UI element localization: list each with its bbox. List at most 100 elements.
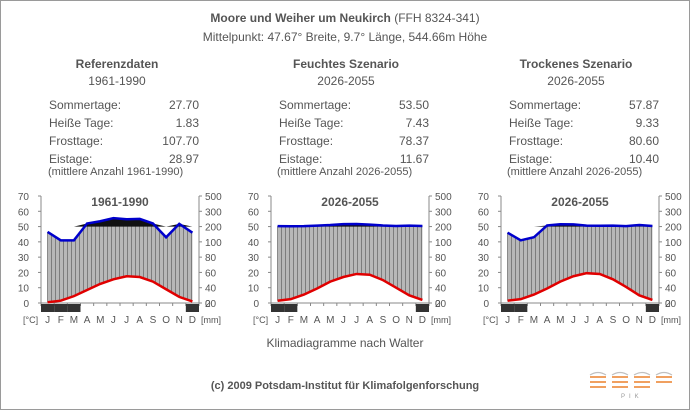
right-tick-label: 200 <box>205 223 222 234</box>
right-tick-label: 0 <box>665 299 671 310</box>
left-tick-label: 20 <box>248 268 260 279</box>
month-label: N <box>176 315 183 326</box>
month-label: O <box>162 315 170 326</box>
right-tick-label: 200 <box>435 223 452 234</box>
stat-value: 9.33 <box>635 116 659 130</box>
right-tick-label: 300 <box>665 207 682 218</box>
stat-label: Frosttage: <box>49 134 104 148</box>
stat-row: Eistage: 11.67 <box>279 150 429 168</box>
stat-label: Eistage: <box>279 152 323 166</box>
right-tick-label: 40 <box>435 284 447 295</box>
frost-bar <box>284 304 298 312</box>
stat-value: 11.67 <box>399 152 429 166</box>
month-label: J <box>571 315 576 326</box>
frost-bar <box>54 304 68 312</box>
panel-3-period: 2026-2055 <box>547 74 605 88</box>
month-label: J <box>124 315 129 326</box>
month-label: A <box>136 315 143 326</box>
right-tick-label: 300 <box>205 207 222 218</box>
temperature-line <box>47 274 193 304</box>
stat-row: Frosttage: 78.37 <box>279 132 429 150</box>
right-tick-label: 40 <box>205 284 217 295</box>
pik-logo-icon <box>589 371 673 388</box>
left-tick-label: 60 <box>18 207 30 218</box>
stat-label: Sommertage: <box>279 98 352 112</box>
month-label: S <box>150 315 157 326</box>
month-label: J <box>275 315 280 326</box>
month-label: D <box>419 315 426 326</box>
stat-value: 53.50 <box>398 98 429 112</box>
right-tick-label: 20 <box>435 299 447 310</box>
left-unit-label: [°C] <box>23 315 38 325</box>
copyright: (c) 2009 Potsdam-Institut für Klimafolge… <box>210 380 480 392</box>
figure-subtitle: Mittelpunkt: 47.67° Breite, 9.7° Länge, … <box>202 30 488 44</box>
right-tick-label: 40 <box>665 284 677 295</box>
stat-row: Frosttage: 80.60 <box>509 132 659 150</box>
left-tick-label: 70 <box>248 192 260 203</box>
panel-2-note: (mittlere Anzahl 2026-2055) <box>277 166 413 178</box>
right-unit-label: [mm] <box>661 315 681 325</box>
panel-2-title: Feuchtes Szenario <box>292 57 400 71</box>
precipitation-line <box>277 222 423 228</box>
right-tick-label: 60 <box>205 268 217 279</box>
stat-value: 27.70 <box>168 98 199 112</box>
month-label: M <box>96 315 104 326</box>
panel-1-period: 1961-1990 <box>88 74 146 88</box>
left-unit-label: [°C] <box>483 315 498 325</box>
month-label: J <box>584 315 589 326</box>
month-label: J <box>111 315 116 326</box>
stat-label: Heiße Tage: <box>509 116 574 130</box>
month-label: J <box>45 315 50 326</box>
month-label: S <box>380 315 387 326</box>
panel-1-stats: Sommertage: 27.70 Heiße Tage: 1.83 Frostta… <box>49 96 199 168</box>
stat-row: Frosttage: 107.70 <box>49 132 199 150</box>
left-tick-label: 30 <box>248 253 260 264</box>
stat-value: 57.87 <box>628 98 659 112</box>
stat-label: Heiße Tage: <box>49 116 114 130</box>
left-tick-label: 10 <box>478 284 490 295</box>
left-tick-label: 60 <box>478 207 490 218</box>
left-tick-label: 50 <box>478 223 490 234</box>
month-label: J <box>354 315 359 326</box>
month-label: F <box>58 315 64 326</box>
left-tick-label: 30 <box>18 253 30 264</box>
left-tick-label: 20 <box>478 268 490 279</box>
stat-value: 107.70 <box>162 134 199 148</box>
month-label: O <box>622 315 630 326</box>
frost-bar <box>185 304 199 312</box>
left-tick-label: 10 <box>248 284 260 295</box>
stat-value: 80.60 <box>628 134 659 148</box>
temperature-line <box>507 271 653 302</box>
month-label: N <box>636 315 643 326</box>
right-tick-label: 500 <box>665 192 682 203</box>
left-tick-label: 70 <box>18 192 30 203</box>
frost-bar <box>514 304 528 312</box>
frost-bar <box>415 304 429 312</box>
month-label: F <box>288 315 294 326</box>
right-tick-label: 60 <box>435 268 447 279</box>
panel-1-title: Referenzdaten <box>75 57 159 71</box>
panel-3-note: (mittlere Anzahl 2026-2055) <box>507 166 643 178</box>
month-label: A <box>314 315 321 326</box>
month-label: D <box>649 315 656 326</box>
panel-3-title: Trockenes Szenario <box>519 57 633 71</box>
right-tick-label: 0 <box>435 299 441 310</box>
frost-bar <box>271 304 285 312</box>
frost-bar <box>67 304 81 312</box>
stat-row: Sommertage: 57.87 <box>509 96 659 114</box>
panel-2-period: 2026-2055 <box>317 74 375 88</box>
right-tick-label: 300 <box>435 207 452 218</box>
left-tick-label: 0 <box>483 299 489 310</box>
left-tick-label: 10 <box>18 284 30 295</box>
right-tick-label: 500 <box>205 192 222 203</box>
stat-value: 10.40 <box>628 152 659 166</box>
stat-value: 7.43 <box>405 116 429 130</box>
right-tick-label: 100 <box>665 238 682 249</box>
stat-label: Sommertage: <box>49 98 122 112</box>
title-code: (FFH 8324-341) <box>394 11 480 25</box>
chart-title: 1961-1990 <box>91 195 149 209</box>
stat-label: Frosttage: <box>509 134 564 148</box>
